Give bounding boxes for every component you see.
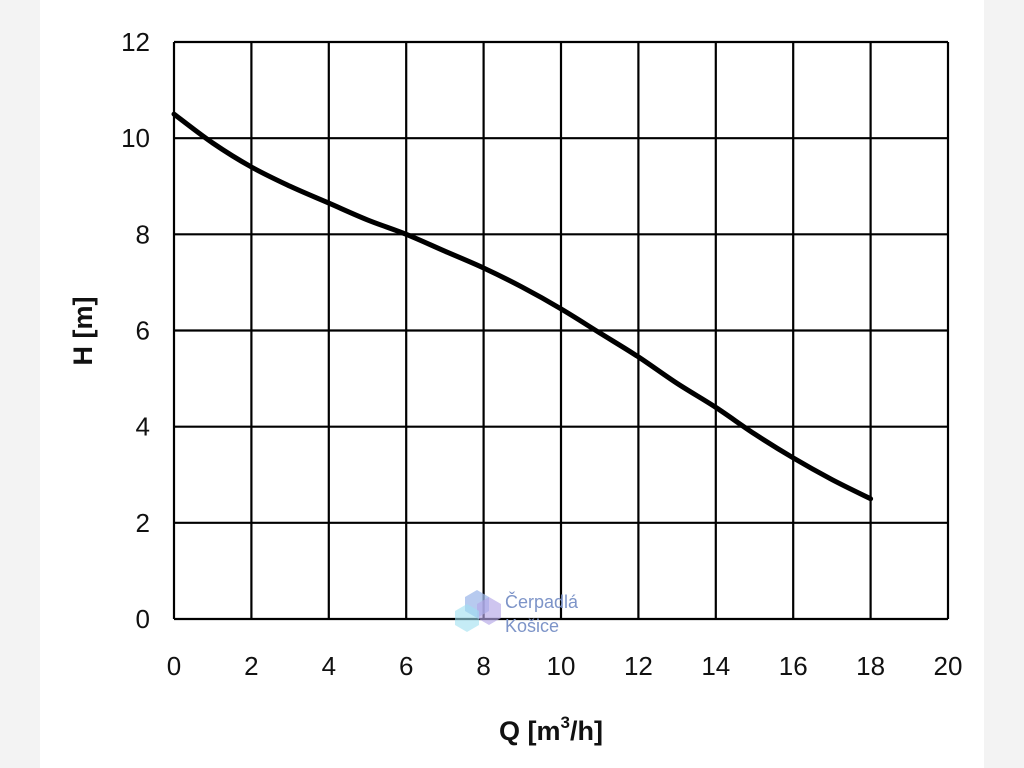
pump-curve-line	[171, 111, 874, 502]
x-tick-labels: 0 2 4 6 8 10 12 14 16 18 20	[167, 651, 963, 681]
grid	[172, 40, 950, 621]
x-axis-title: Q [m3/h]	[499, 713, 603, 746]
x-tick-label: 16	[779, 651, 808, 681]
y-tick-label: 0	[136, 604, 150, 634]
y-tick-label: 8	[136, 219, 150, 249]
y-tick-label: 12	[121, 27, 150, 57]
x-axis-title-main: Q [m	[499, 716, 561, 746]
x-tick-label: 20	[934, 651, 963, 681]
x-tick-label: 2	[244, 651, 258, 681]
x-tick-label: 14	[701, 651, 730, 681]
pump-curve-chart: 0 2 4 6 8 10 12 0 2 4 6 8 10 12 14 16 18 20 Čerpadlá Koš…	[68, 27, 963, 746]
x-axis-title-superscript: 3	[561, 713, 570, 732]
x-axis-title-tail: /h]	[570, 716, 603, 746]
x-tick-label: 8	[476, 651, 490, 681]
x-tick-label: 10	[547, 651, 576, 681]
hexagon-logo-icon	[455, 590, 501, 632]
x-tick-label: 18	[856, 651, 885, 681]
y-tick-label: 2	[136, 508, 150, 538]
x-tick-label: 12	[624, 651, 653, 681]
y-tick-label: 10	[121, 123, 150, 153]
y-tick-label: 4	[136, 412, 150, 442]
y-tick-labels: 0 2 4 6 8 10 12	[121, 27, 150, 634]
y-axis-title: H [m]	[68, 297, 98, 366]
watermark-line1: Čerpadlá	[505, 591, 579, 612]
watermark-line2: Košice	[505, 616, 559, 636]
series	[171, 111, 874, 502]
y-tick-label: 6	[136, 316, 150, 346]
watermark: Čerpadlá Košice	[455, 590, 579, 636]
chart-canvas: 0 2 4 6 8 10 12 0 2 4 6 8 10 12 14 16 18 20 Čerpadlá Koš…	[40, 0, 984, 768]
x-tick-label: 6	[399, 651, 413, 681]
x-tick-label: 0	[167, 651, 181, 681]
x-tick-label: 4	[322, 651, 336, 681]
